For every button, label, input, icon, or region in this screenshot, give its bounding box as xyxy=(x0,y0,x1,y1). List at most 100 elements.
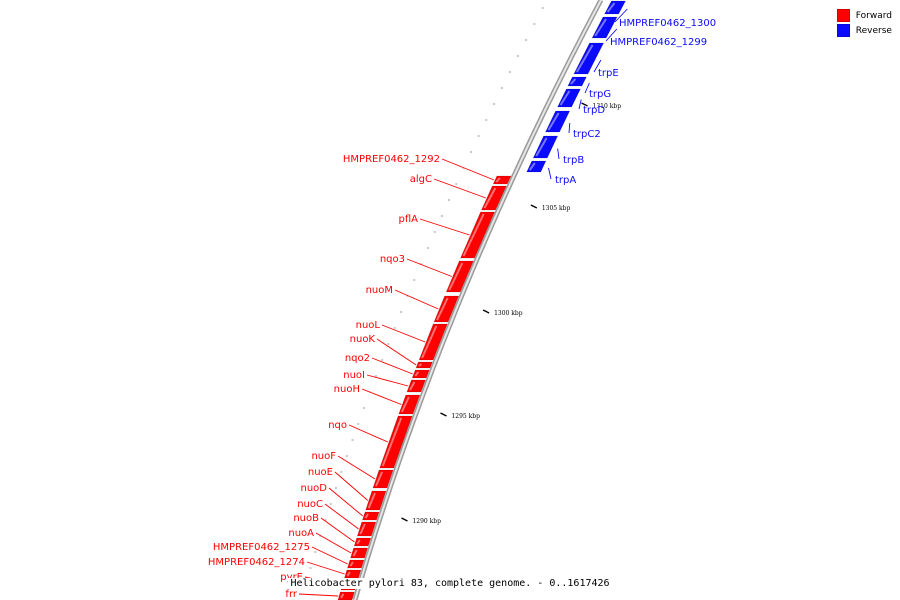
reverse-swatch xyxy=(836,24,850,37)
reverse-gene-leader xyxy=(548,167,552,180)
scale-ticks: 1310 kbp 1305 kbp 1300 kbp 1295 kbp 1290 kbp xyxy=(401,102,621,525)
forward-gene-block xyxy=(353,537,372,547)
reverse-gene-block xyxy=(573,42,605,75)
forward-gene-block xyxy=(372,469,394,489)
forward-gene-label: pflA xyxy=(399,214,419,225)
legend: Forward Reverse xyxy=(836,8,892,38)
reverse-gene-block xyxy=(532,135,559,159)
forward-gene-block xyxy=(445,260,474,293)
forward-gene-label: nuoI xyxy=(343,370,365,381)
reverse-gene-block xyxy=(526,160,547,173)
forward-gene-leader xyxy=(433,178,487,199)
forward-gene-block xyxy=(379,415,413,469)
legend-reverse-label: Reverse xyxy=(855,25,892,36)
forward-gene-block xyxy=(492,175,512,185)
reverse-gene-leader xyxy=(605,28,618,42)
forward-gene-label: nuoK xyxy=(350,334,376,345)
forward-gene-label: nuoD xyxy=(301,483,328,494)
forward-gene-block xyxy=(460,211,496,259)
forward-gene-leader xyxy=(406,258,452,277)
forward-gene-label: algC xyxy=(410,174,432,185)
gene-highlight xyxy=(436,297,449,321)
genome-backbone xyxy=(352,0,604,600)
reverse-gene-block xyxy=(557,88,581,108)
forward-gene-block xyxy=(418,323,448,361)
gene-highlight xyxy=(547,112,560,131)
reverse-gene-leader xyxy=(557,148,560,160)
reverse-gene-label: trpC2 xyxy=(573,129,601,140)
forward-gene-leader xyxy=(320,517,355,543)
forward-gene-label: nuoH xyxy=(334,384,360,395)
gene-highlight xyxy=(462,213,485,257)
forward-gene-block xyxy=(350,547,369,559)
forward-gene-label: nuoL xyxy=(356,320,381,331)
forward-gene-leader xyxy=(311,546,348,565)
forward-gene-block xyxy=(398,394,421,415)
forward-gene-label: frr xyxy=(285,589,297,600)
gene-highlight xyxy=(349,561,354,567)
reverse-gene-label: trpB xyxy=(563,155,584,166)
genome-caption: Helicobacter pylori 83, complete genome.… xyxy=(0,578,900,589)
gene-highlight xyxy=(570,78,577,85)
gene-highlight xyxy=(340,593,345,599)
gene-highlight xyxy=(495,177,501,183)
forward-gene-block xyxy=(415,361,433,369)
forward-gene-label: nuoC xyxy=(297,499,323,510)
reverse-gene-leader xyxy=(568,122,571,134)
reverse-gene-label: trpA xyxy=(555,175,576,186)
gene-highlight xyxy=(483,187,497,209)
forward-swatch xyxy=(836,9,850,22)
tick-mark xyxy=(530,204,538,209)
forward-gene-block xyxy=(406,379,426,393)
forward-gene-leader xyxy=(361,388,402,405)
forward-gene-block xyxy=(337,591,355,600)
forward-gene-label: nqo xyxy=(328,420,347,431)
gene-highlight xyxy=(528,162,536,171)
forward-gene-block xyxy=(365,490,387,511)
forward-gene-leader xyxy=(419,218,470,236)
gene-labels: HMPREF0462_1300 HMPREF0462_1299 trpE trpG tr… xyxy=(208,8,716,600)
gene-features xyxy=(337,0,626,600)
tick-mark xyxy=(482,309,490,314)
tick-label: 1300 kbp xyxy=(494,310,523,317)
gene-highlight xyxy=(356,539,361,545)
forward-gene-label: HMPREF0462_1274 xyxy=(208,557,305,568)
gene-highlight xyxy=(381,417,403,467)
backbone-line xyxy=(354,0,602,600)
gene-highlight xyxy=(448,262,464,291)
gene-highlight xyxy=(559,90,571,106)
forward-gene-leader xyxy=(381,324,426,343)
forward-gene-block xyxy=(433,295,460,323)
forward-gene-label: nuoE xyxy=(308,467,333,478)
gene-highlight xyxy=(535,137,548,157)
gene-highlight xyxy=(375,471,383,487)
forward-gene-block xyxy=(362,511,380,521)
gene-highlight xyxy=(414,371,420,377)
forward-gene-leader xyxy=(306,561,345,575)
forward-gene-label: nuoF xyxy=(311,451,336,462)
forward-gene-leader xyxy=(315,532,352,554)
reverse-gene-label: HMPREF0462_1299 xyxy=(610,37,707,48)
forward-gene-block xyxy=(356,521,377,537)
gene-highlight xyxy=(409,381,416,391)
reverse-gene-leader xyxy=(584,82,590,94)
gene-highlight xyxy=(400,396,410,413)
tick-mark xyxy=(581,102,588,107)
reverse-gene-label: trpG xyxy=(589,89,611,100)
gene-highlight xyxy=(594,18,607,37)
forward-gene-label: nqo3 xyxy=(380,254,405,265)
forward-gene-block xyxy=(344,569,362,579)
reverse-gene-block xyxy=(604,0,626,15)
forward-gene-leader xyxy=(371,357,413,375)
reverse-gene-block xyxy=(591,16,618,39)
gene-highlight xyxy=(367,492,376,509)
forward-gene-label: pyrE xyxy=(280,572,303,583)
forward-gene-leader xyxy=(348,424,388,443)
forward-gene-label: nuoA xyxy=(288,528,314,539)
forward-gene-leader xyxy=(366,374,409,387)
reverse-gene-leader xyxy=(593,59,602,73)
backbone-shadow xyxy=(352,0,604,600)
forward-gene-label: nqo2 xyxy=(345,353,370,364)
gene-highlight xyxy=(418,363,423,367)
